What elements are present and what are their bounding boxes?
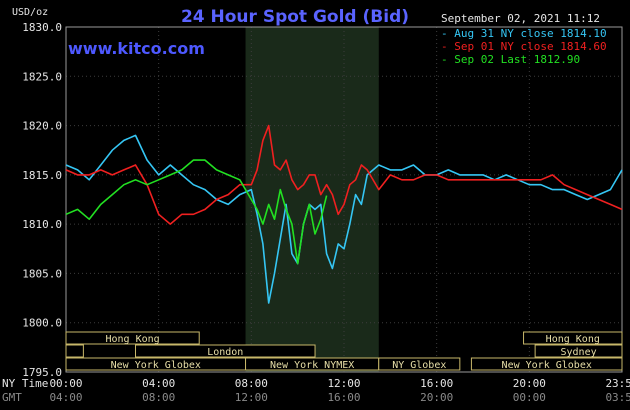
plot-frame — [65, 26, 623, 373]
session-bar — [135, 344, 316, 358]
session-label: New York Globex — [502, 360, 592, 371]
legend-entry-3: - Sep 02 Last 1812.90 — [441, 53, 580, 66]
x-tick-label: 04:00 — [49, 391, 82, 404]
y-tick-label: 1795.0 — [22, 366, 62, 379]
chart-title: 24 Hour Spot Gold (Bid) — [181, 7, 409, 27]
y-axis-ticks: 1830.0 1825.0 1820.0 1815.0 1810.0 1805.0 1800… — [22, 21, 62, 379]
y-tick-label: 1820.0 — [22, 120, 62, 133]
session-label: London — [207, 347, 243, 358]
x-row-name: GMT — [2, 391, 22, 404]
session-label: Hong Kong — [106, 334, 160, 345]
y-tick-label: 1805.0 — [22, 267, 62, 280]
session-label: New York NYMEX — [270, 360, 354, 371]
legend-entry-2: - Sep 01 NY close 1814.60 — [441, 40, 607, 53]
nymex-span-rect — [245, 27, 379, 372]
y-tick-label: 1825.0 — [22, 70, 62, 83]
x-tick-label: 00:00 — [49, 377, 82, 390]
x-tick-label: 03:59 — [605, 391, 630, 404]
x-tick-label: 00:00 — [513, 391, 546, 404]
site-watermark: www.kitco.com — [68, 39, 205, 58]
x-tick-label: 04:00 — [142, 377, 175, 390]
session-label: Hong Kong — [546, 334, 600, 345]
y-tick-label: 1830.0 — [22, 21, 62, 34]
x-tick-label: 08:00 — [235, 377, 268, 390]
y-tick-label: 1815.0 — [22, 169, 62, 182]
x-tick-label: 20:00 — [513, 377, 546, 390]
timestamp: September 02, 2021 11:12 — [441, 12, 600, 25]
series-lines — [65, 124, 623, 304]
x-axis-ticks: NY Time 00:00 04:00 08:00 12:00 16:00 20:00 23:… — [2, 377, 630, 404]
x-tick-label: 16:00 — [420, 377, 453, 390]
x-row-name: NY Time — [2, 377, 48, 390]
session-bar — [65, 344, 84, 358]
x-tick-label: 08:00 — [142, 391, 175, 404]
session-label: Sydney — [561, 347, 597, 358]
y-tick-label: 1800.0 — [22, 317, 62, 330]
market-sessions: Hong Kong Hong Kong London Sydney New York G… — [65, 331, 623, 371]
x-tick-label: 12:00 — [327, 377, 360, 390]
session-bar — [378, 357, 461, 371]
session-label: NY Globex — [392, 360, 446, 371]
nymex-session-highlight — [245, 27, 379, 372]
session-bar — [534, 344, 623, 358]
x-tick-label: 16:00 — [327, 391, 360, 404]
x-tick-label: 23:59 — [605, 377, 630, 390]
session-label: New York Globex — [111, 360, 201, 371]
session-bar — [523, 331, 623, 345]
session-bar — [65, 331, 200, 345]
x-tick-label: 20:00 — [420, 391, 453, 404]
series-line-3 — [65, 159, 328, 265]
x-tick-label: 12:00 — [235, 391, 268, 404]
y-tick-label: 1810.0 — [22, 218, 62, 231]
session-bar — [470, 357, 623, 371]
legend: - Aug 31 NY close 1814.10- Sep 01 NY clo… — [441, 27, 607, 66]
legend-entry-1: - Aug 31 NY close 1814.10 — [441, 27, 607, 40]
series-line-2 — [65, 124, 623, 225]
y-axis-unit: USD/oz — [12, 7, 48, 18]
